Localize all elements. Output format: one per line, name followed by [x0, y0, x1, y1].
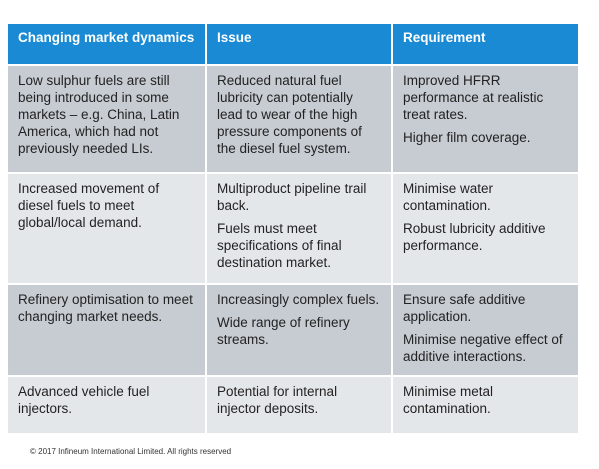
copyright-footer: © 2017 Infineum International Limited. A…	[30, 447, 232, 456]
dynamics-cell: Low sulphur fuels are still being introd…	[8, 64, 207, 172]
requirement-cell: Minimise water contamination. Robust lub…	[393, 172, 578, 283]
market-dynamics-table-container: Changing market dynamics Issue Requireme…	[8, 24, 578, 433]
header-requirement: Requirement	[393, 24, 578, 64]
cell-text: Improved HFRR performance at realistic t…	[403, 73, 544, 122]
cell-text: Increasingly complex fuels.	[217, 292, 380, 307]
requirement-cell: Minimise metal contamination.	[393, 375, 578, 433]
dynamics-cell: Increased movement of diesel fuels to me…	[8, 172, 207, 283]
cell-text: Advanced vehicle fuel injectors.	[18, 384, 150, 416]
cell-text: Low sulphur fuels are still being introd…	[18, 73, 180, 156]
cell-text: Fuels must meet specifications of final …	[217, 221, 342, 270]
cell-text: Higher film coverage.	[403, 130, 531, 145]
market-dynamics-table: Changing market dynamics Issue Requireme…	[8, 24, 578, 433]
cell-text: Potential for internal injector deposits…	[217, 384, 338, 416]
cell-text: Minimise water contamination.	[403, 181, 494, 213]
cell-text: Ensure safe additive application.	[403, 292, 526, 324]
header-changing-market-dynamics: Changing market dynamics	[8, 24, 207, 64]
table-header-row: Changing market dynamics Issue Requireme…	[8, 24, 578, 64]
requirement-cell: Ensure safe additive application. Minimi…	[393, 283, 578, 375]
cell-text: Robust lubricity additive performance.	[403, 221, 546, 253]
dynamics-cell: Advanced vehicle fuel injectors.	[8, 375, 207, 433]
cell-text: Increased movement of diesel fuels to me…	[18, 181, 160, 230]
header-issue: Issue	[207, 24, 393, 64]
issue-cell: Potential for internal injector deposits…	[207, 375, 393, 433]
cell-text: Minimise negative effect of additive int…	[403, 332, 563, 364]
issue-cell: Reduced natural fuel lubricity can poten…	[207, 64, 393, 172]
dynamics-cell: Refinery optimisation to meet changing m…	[8, 283, 207, 375]
table-row: Refinery optimisation to meet changing m…	[8, 283, 578, 375]
cell-text: Multiproduct pipeline trail back.	[217, 181, 367, 213]
issue-cell: Multiproduct pipeline trail back. Fuels …	[207, 172, 393, 283]
requirement-cell: Improved HFRR performance at realistic t…	[393, 64, 578, 172]
issue-cell: Increasingly complex fuels. Wide range o…	[207, 283, 393, 375]
table-row: Increased movement of diesel fuels to me…	[8, 172, 578, 283]
cell-text: Minimise metal contamination.	[403, 384, 494, 416]
table-row: Low sulphur fuels are still being introd…	[8, 64, 578, 172]
cell-text: Refinery optimisation to meet changing m…	[18, 292, 193, 324]
cell-text: Wide range of refinery streams.	[217, 315, 350, 347]
table-row: Advanced vehicle fuel injectors. Potenti…	[8, 375, 578, 433]
cell-text: Reduced natural fuel lubricity can poten…	[217, 73, 362, 156]
